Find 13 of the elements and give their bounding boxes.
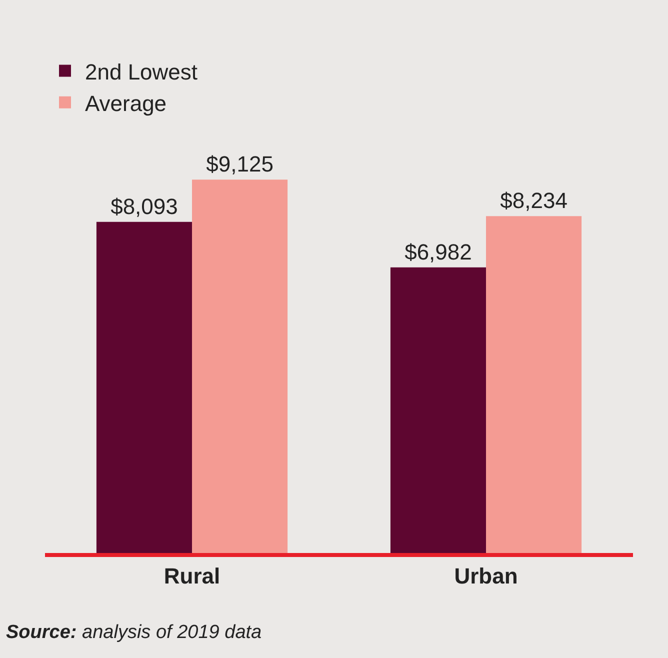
data-label: $9,125 [206,152,274,177]
data-label: $6,982 [404,239,472,264]
data-label: $8,093 [110,194,178,219]
legend-label: Average [85,90,167,116]
data-label: $8,234 [500,188,568,214]
legend-label: 2nd Lowest [85,59,198,84]
bar [192,180,288,553]
x-tick-label: Urban [454,563,518,588]
source-note: Source: analysis of 2019 data [6,622,262,643]
bar [486,216,582,553]
x-tick-label: Rural [164,563,220,588]
bar [96,222,192,553]
bar [390,267,486,553]
